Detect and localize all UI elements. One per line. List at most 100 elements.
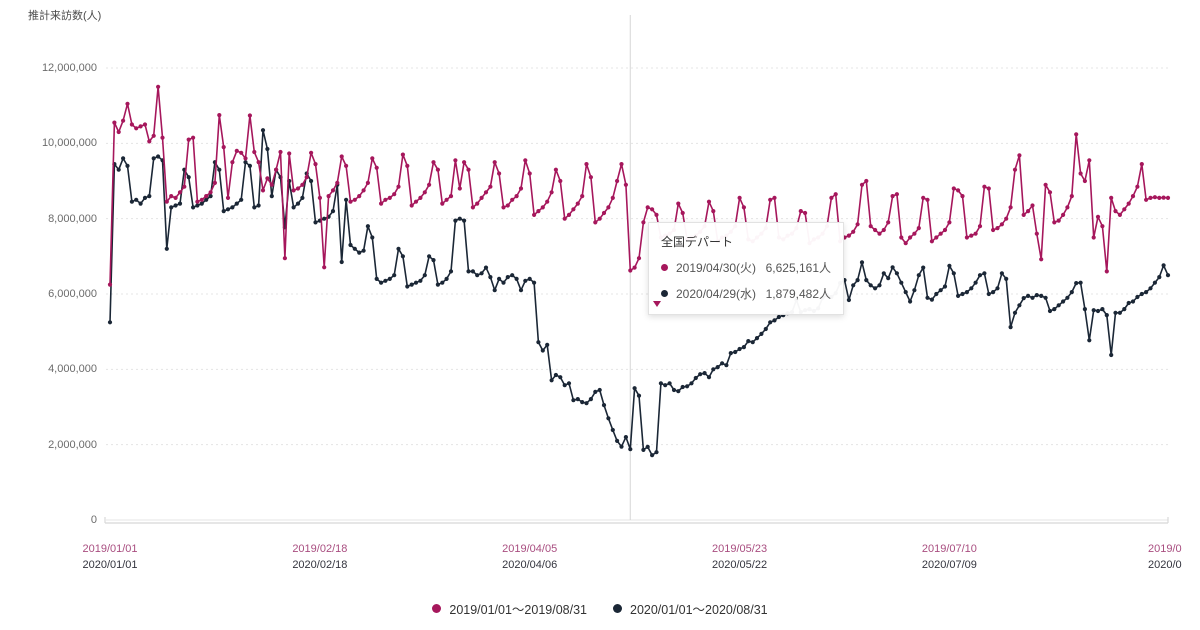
data-point[interactable] [177,201,183,206]
data-point[interactable] [322,265,327,270]
data-point[interactable] [440,280,445,285]
data-point[interactable] [383,197,388,202]
data-point[interactable] [274,167,279,172]
data-point[interactable] [147,194,152,199]
data-point[interactable] [859,182,865,187]
data-point[interactable] [737,195,742,200]
data-point[interactable] [427,182,432,187]
data-point[interactable] [361,248,366,253]
data-point[interactable] [903,241,908,246]
data-point[interactable] [908,299,913,304]
data-point[interactable] [593,389,598,394]
data-point[interactable] [204,194,209,199]
data-point[interactable] [304,175,309,180]
data-point[interactable] [571,398,576,403]
data-point[interactable] [894,271,900,276]
data-point[interactable] [934,291,939,297]
data-point[interactable] [483,190,489,195]
data-point[interactable] [400,254,405,259]
data-point[interactable] [676,201,681,206]
data-point[interactable] [942,227,948,233]
data-point[interactable] [733,349,738,355]
data-point[interactable] [623,182,629,187]
data-point[interactable] [151,133,156,138]
data-point[interactable] [466,167,471,172]
data-point[interactable] [186,175,191,180]
data-point[interactable] [422,273,427,278]
data-point[interactable] [422,190,427,195]
data-point[interactable] [1152,195,1157,200]
data-point[interactable] [510,197,515,202]
data-point[interactable] [169,205,174,210]
data-point[interactable] [741,205,747,210]
data-point[interactable] [706,375,712,380]
data-point[interactable] [1161,195,1166,200]
data-point[interactable] [1017,153,1022,158]
data-point[interactable] [545,342,550,347]
data-point[interactable] [1078,280,1083,285]
data-point[interactable] [112,120,117,125]
data-point[interactable] [300,195,305,200]
data-point[interactable] [650,453,655,458]
data-point[interactable] [973,231,978,236]
data-point[interactable] [964,290,970,295]
data-point[interactable] [1139,291,1144,297]
data-point[interactable] [313,220,318,225]
data-point[interactable] [195,199,200,204]
data-point[interactable] [125,163,130,168]
data-point[interactable] [912,288,917,293]
data-point[interactable] [877,283,882,288]
data-point[interactable] [278,149,283,155]
data-point[interactable] [562,216,567,221]
data-point[interactable] [982,184,987,189]
data-point[interactable] [352,246,357,251]
data-point[interactable] [208,190,213,195]
data-point[interactable] [1091,308,1096,313]
data-point[interactable] [908,235,913,240]
data-point[interactable] [413,280,419,285]
data-point[interactable] [1026,209,1031,214]
data-point[interactable] [339,259,344,265]
data-point[interactable] [479,271,484,276]
data-point[interactable] [107,320,113,325]
data-point[interactable] [234,201,239,206]
data-point[interactable] [247,163,252,168]
data-point[interactable] [724,363,729,368]
data-point[interactable] [1100,224,1105,229]
data-point[interactable] [370,235,375,240]
data-point[interactable] [829,195,834,200]
data-point[interactable] [116,129,121,135]
data-point[interactable] [330,188,336,193]
data-point[interactable] [873,286,878,291]
data-point[interactable] [1030,295,1035,300]
data-point[interactable] [960,194,965,199]
data-point[interactable] [243,160,248,165]
data-point[interactable] [518,288,524,293]
data-point[interactable] [435,282,440,287]
data-point[interactable] [523,278,528,283]
data-point[interactable] [107,282,113,287]
data-point[interactable] [230,205,235,210]
data-point[interactable] [680,210,685,216]
data-point[interactable] [960,291,965,297]
data-point[interactable] [448,194,454,199]
data-point[interactable] [706,199,712,204]
data-point[interactable] [929,297,935,302]
data-point[interactable] [1104,269,1109,274]
data-point[interactable] [951,271,956,276]
data-point[interactable] [405,284,410,289]
data-point[interactable] [243,156,248,161]
data-point[interactable] [588,175,594,180]
data-point[interactable] [921,265,926,270]
data-point[interactable] [772,195,777,200]
data-point[interactable] [1039,293,1044,298]
data-point[interactable] [1122,207,1127,212]
data-point[interactable] [593,220,598,225]
data-point[interactable] [191,135,196,140]
data-point[interactable] [204,197,209,202]
data-point[interactable] [754,336,760,341]
data-point[interactable] [566,381,572,386]
data-point[interactable] [470,205,475,210]
data-point[interactable] [750,340,755,345]
